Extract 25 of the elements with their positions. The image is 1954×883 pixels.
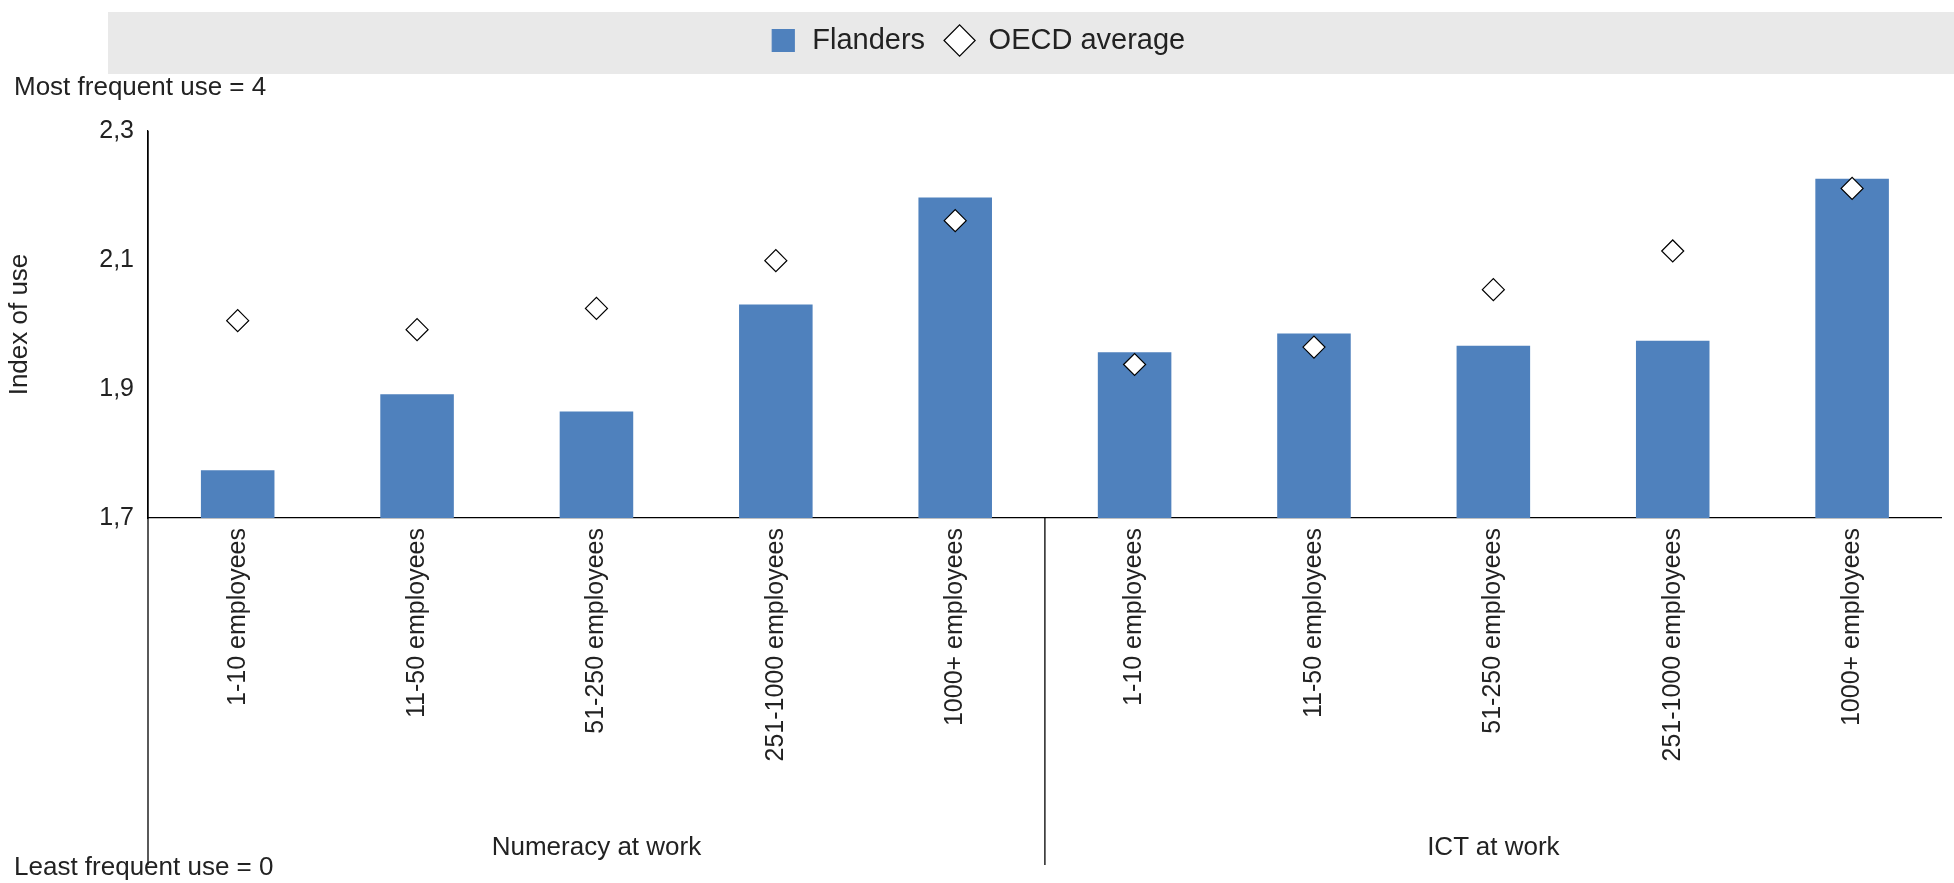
legend-label: Flanders bbox=[812, 22, 926, 55]
point bbox=[1122, 352, 1147, 377]
point bbox=[1302, 335, 1326, 359]
text: Numeracy at work bbox=[491, 831, 703, 862]
text: ICT at work bbox=[1427, 831, 1561, 862]
x-tick-label: 1-10 employees bbox=[1118, 528, 1147, 706]
point bbox=[943, 209, 967, 233]
legend-label: OECD average bbox=[988, 22, 1186, 55]
point bbox=[1840, 176, 1864, 201]
y-tick-label: 2,1 bbox=[99, 243, 134, 272]
y-tick-label: 2,3 bbox=[99, 114, 134, 143]
x-tick-label: 251-1000 employees bbox=[1656, 528, 1685, 762]
y-tick-label: 1,9 bbox=[99, 372, 134, 401]
x-tick-label: 11-50 employees bbox=[1297, 528, 1326, 718]
x-tick-label: 1000+ employees bbox=[1836, 528, 1864, 727]
x-tick-label: 51-250 employees bbox=[580, 528, 609, 734]
text: Least frequent use = 0 bbox=[14, 851, 274, 882]
y-axis-title: Index of use bbox=[2, 253, 33, 396]
x-tick-label: 1-10 employees bbox=[221, 528, 250, 706]
y-tick-label: 1,7 bbox=[99, 501, 134, 530]
x-tick-label: 51-250 employees bbox=[1477, 528, 1506, 734]
x-tick-label: 11-50 employees bbox=[400, 528, 429, 718]
x-tick-label: 251-1000 employees bbox=[759, 528, 788, 762]
x-tick-label: 1000+ employees bbox=[939, 528, 968, 727]
text: Most frequent use = 4 bbox=[14, 71, 267, 102]
